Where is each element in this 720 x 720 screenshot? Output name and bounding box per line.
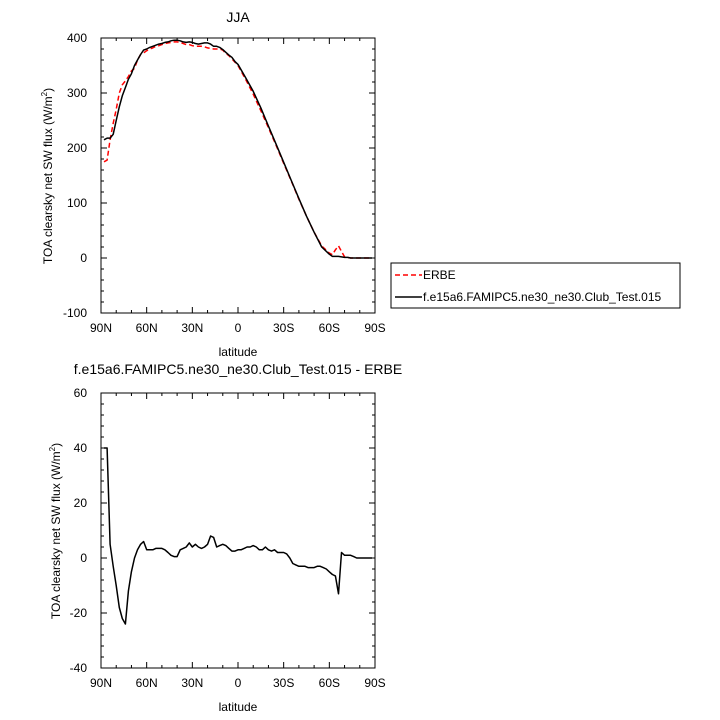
- bottom-x-axis-label: latitude: [219, 700, 258, 714]
- bottom-ticks: [100, 392, 376, 669]
- top-y-axis-label: TOA clearsky net SW flux (W/m2): [40, 88, 55, 264]
- bottom-x-tick-label: 60S: [319, 676, 340, 690]
- bottom-y-axis-label-close: ): [49, 443, 63, 447]
- top-series-line-0: [103, 41, 372, 259]
- bottom-plot-frame: [100, 392, 376, 669]
- bottom-y-axis-label-main: TOA clearsky net SW flux (W/m: [49, 451, 63, 619]
- top-y-tick-label: 300: [67, 86, 87, 100]
- top-x-tick-label: 0: [235, 321, 242, 335]
- top-x-tick-label: 30N: [181, 321, 203, 335]
- bottom-y-tick-label: -40: [70, 661, 88, 675]
- top-x-tick-label: 60S: [319, 321, 340, 335]
- top-y-axis-label-sup: 2: [40, 91, 49, 96]
- top-x-tick-label: 90N: [90, 321, 112, 335]
- bottom-y-tick-label: 40: [74, 441, 88, 455]
- bottom-y-tick-label: 0: [80, 551, 87, 565]
- top-y-tick-label: 0: [80, 251, 87, 265]
- top-x-axis-label: latitude: [219, 345, 258, 359]
- bottom-tick-labels: 90N 60N 30N 0 30S 60S 90S -40 -20 0 20 40 60: [70, 386, 386, 690]
- legend-label-erbe: ERBE: [423, 268, 456, 282]
- top-series: [103, 39, 372, 259]
- bottom-x-tick-label: 60N: [136, 676, 158, 690]
- bottom-y-tick-label: 60: [74, 386, 88, 400]
- top-chart-title: JJA: [226, 9, 250, 25]
- bottom-x-tick-label: 30N: [181, 676, 203, 690]
- bottom-x-tick-label: 30S: [273, 676, 294, 690]
- top-ticks: [100, 37, 376, 314]
- bottom-panel: f.e15a6.FAMIPC5.ne30_ne30.Club_Test.015 …: [48, 361, 402, 714]
- top-panel: JJA 90N 60N 30N 0 30S 60S 90S -100 0 100 200 300 400…: [40, 9, 681, 359]
- top-y-axis-label-close: ): [41, 88, 55, 92]
- top-x-tick-label: 60N: [136, 321, 158, 335]
- bottom-series: [104, 447, 372, 625]
- bottom-y-tick-label: -20: [70, 606, 88, 620]
- bottom-chart-title: f.e15a6.FAMIPC5.ne30_ne30.Club_Test.015 …: [74, 361, 402, 377]
- top-x-tick-label: 30S: [273, 321, 294, 335]
- top-series-line-1: [103, 39, 372, 259]
- top-plot-frame: [100, 37, 376, 314]
- top-y-tick-label: 400: [67, 31, 87, 45]
- top-y-tick-label: 100: [67, 196, 87, 210]
- bottom-series-line-0: [104, 447, 372, 625]
- top-tick-labels: 90N 60N 30N 0 30S 60S 90S -100 0 100 200 300 400: [63, 31, 386, 335]
- bottom-x-tick-label: 0: [235, 676, 242, 690]
- bottom-x-tick-label: 90S: [364, 676, 385, 690]
- bottom-y-axis-label: TOA clearsky net SW flux (W/m2): [48, 443, 63, 619]
- top-y-tick-label: 200: [67, 141, 87, 155]
- top-y-tick-label: -100: [63, 306, 87, 320]
- top-x-tick-label: 90S: [364, 321, 385, 335]
- bottom-y-axis-label-sup: 2: [48, 446, 57, 451]
- legend: ERBE f.e15a6.FAMIPC5.ne30_ne30.Club_Test…: [390, 262, 681, 309]
- legend-box: [390, 262, 681, 309]
- top-y-axis-label-main: TOA clearsky net SW flux (W/m: [41, 96, 55, 264]
- bottom-x-tick-label: 90N: [90, 676, 112, 690]
- legend-label-model: f.e15a6.FAMIPC5.ne30_ne30.Club_Test.015: [423, 290, 661, 304]
- bottom-y-tick-label: 20: [74, 496, 88, 510]
